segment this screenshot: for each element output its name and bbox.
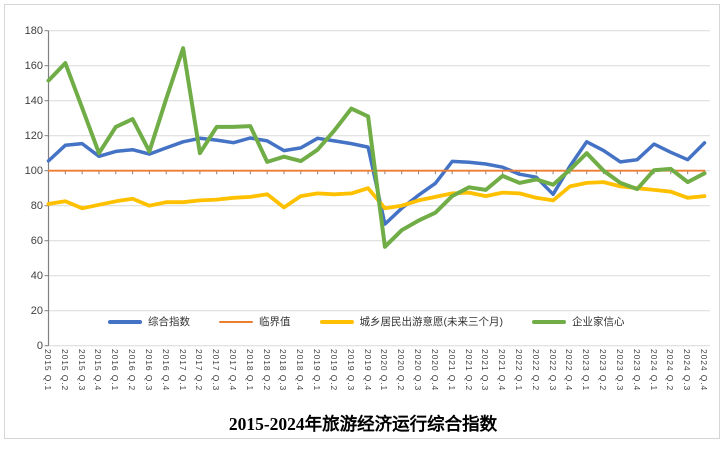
x-axis-label: 2016 Q.2 — [127, 349, 138, 392]
x-axis-label: 2019 Q.4 — [362, 349, 373, 392]
legend-item-critical-value: 临界值 — [219, 314, 291, 329]
x-axis-label: 2021 Q.1 — [446, 349, 457, 392]
legend-label: 城乡居民出游意愿(未来三个月) — [359, 316, 504, 328]
x-axis-label: 2015 Q.1 — [43, 349, 53, 392]
x-axis-label: 2016 Q.3 — [143, 349, 154, 392]
x-axis-label: 2020 Q.2 — [396, 349, 407, 392]
legend-label: 临界值 — [259, 316, 291, 328]
x-axis-label: 2017 Q.2 — [194, 349, 205, 392]
x-axis-label: 2017 Q.4 — [228, 349, 239, 392]
x-axis-label: 2020 Q.4 — [429, 349, 440, 392]
x-axis-label: 2017 Q.3 — [211, 349, 222, 392]
y-axis-label: 80 — [30, 199, 43, 212]
x-axis-label: 2019 Q.3 — [345, 349, 356, 392]
x-axis-label: 2023 Q.3 — [614, 349, 625, 392]
x-axis-label: 2024 Q.1 — [648, 349, 659, 392]
x-axis-label: 2015 Q.3 — [76, 349, 87, 392]
legend-line-swatch-travel-willingness — [319, 319, 354, 324]
series-line-travel-willingness — [46, 180, 707, 211]
legend-item-travel-willingness: 城乡居民出游意愿(未来三个月) — [319, 314, 504, 329]
legend-item-composite-index: 综合指数 — [108, 314, 190, 329]
y-axis-label: 180 — [24, 24, 43, 37]
x-axis-label: 2017 Q.1 — [177, 349, 188, 392]
legend-item-entrepreneur-confidence: 企业家信心 — [532, 314, 625, 329]
chart-title: 2015-2024年旅游经济运行综合指数 — [228, 414, 498, 434]
x-axis-label: 2019 Q.2 — [328, 349, 339, 392]
x-axis-label: 2022 Q.3 — [547, 349, 558, 392]
x-axis-label: 2023 Q.4 — [631, 349, 642, 392]
x-axis-label: 2018 Q.2 — [261, 349, 272, 392]
x-axis-label: 2021 Q.2 — [463, 349, 474, 392]
x-axis-label: 2024 Q.2 — [665, 349, 676, 392]
legend-line-swatch-critical-value — [219, 320, 253, 323]
chart-border-frame — [4, 4, 720, 439]
x-axis-label: 2023 Q.2 — [598, 349, 609, 392]
y-axis-label: 20 — [30, 304, 43, 317]
legend-line-swatch-entrepreneur-confidence — [532, 319, 566, 324]
x-axis-label: 2016 Q.4 — [160, 349, 171, 392]
legend-line-swatch-composite-index — [108, 319, 142, 324]
x-axis-label: 2020 Q.1 — [379, 349, 390, 392]
x-axis-label: 2018 Q.4 — [295, 349, 306, 392]
series-line-entrepreneur-confidence — [46, 46, 707, 249]
y-axis-label: 160 — [24, 59, 43, 72]
x-axis-label: 2022 Q.1 — [513, 349, 524, 392]
y-axis-label: 140 — [24, 94, 43, 107]
y-axis-label: 120 — [24, 129, 43, 142]
x-axis-label: 2022 Q.2 — [530, 349, 541, 392]
legend-label: 企业家信心 — [572, 316, 625, 328]
legend: 综合指数 临界值 城乡居民出游意愿(未来三个月) 企业家信心 — [108, 314, 625, 329]
x-axis-label: 2021 Q.4 — [497, 349, 508, 392]
y-axis-label: 40 — [30, 269, 43, 282]
x-axis-label: 2016 Q.1 — [110, 349, 121, 392]
x-axis-label: 2019 Q.1 — [312, 349, 323, 392]
x-axis-label: 2020 Q.3 — [413, 349, 424, 392]
x-axis-label: 2024 Q.4 — [698, 349, 709, 392]
x-axis-label: 2023 Q.1 — [581, 349, 592, 392]
x-axis-label: 2021 Q.3 — [480, 349, 491, 392]
x-axis-label: 2018 Q.3 — [278, 349, 289, 392]
y-axis-label: 100 — [24, 164, 43, 177]
x-axis-label: 2024 Q.3 — [682, 349, 693, 392]
x-axis-label: 2018 Q.1 — [244, 349, 255, 392]
x-axis-label: 2015 Q.4 — [93, 349, 104, 392]
legend-label: 综合指数 — [148, 316, 190, 328]
x-axis-label: 2015 Q.2 — [59, 349, 70, 392]
x-axis-label: 2022 Q.4 — [564, 349, 575, 392]
y-axis-label: 60 — [30, 234, 43, 247]
y-axis-label: 0 — [36, 339, 43, 352]
